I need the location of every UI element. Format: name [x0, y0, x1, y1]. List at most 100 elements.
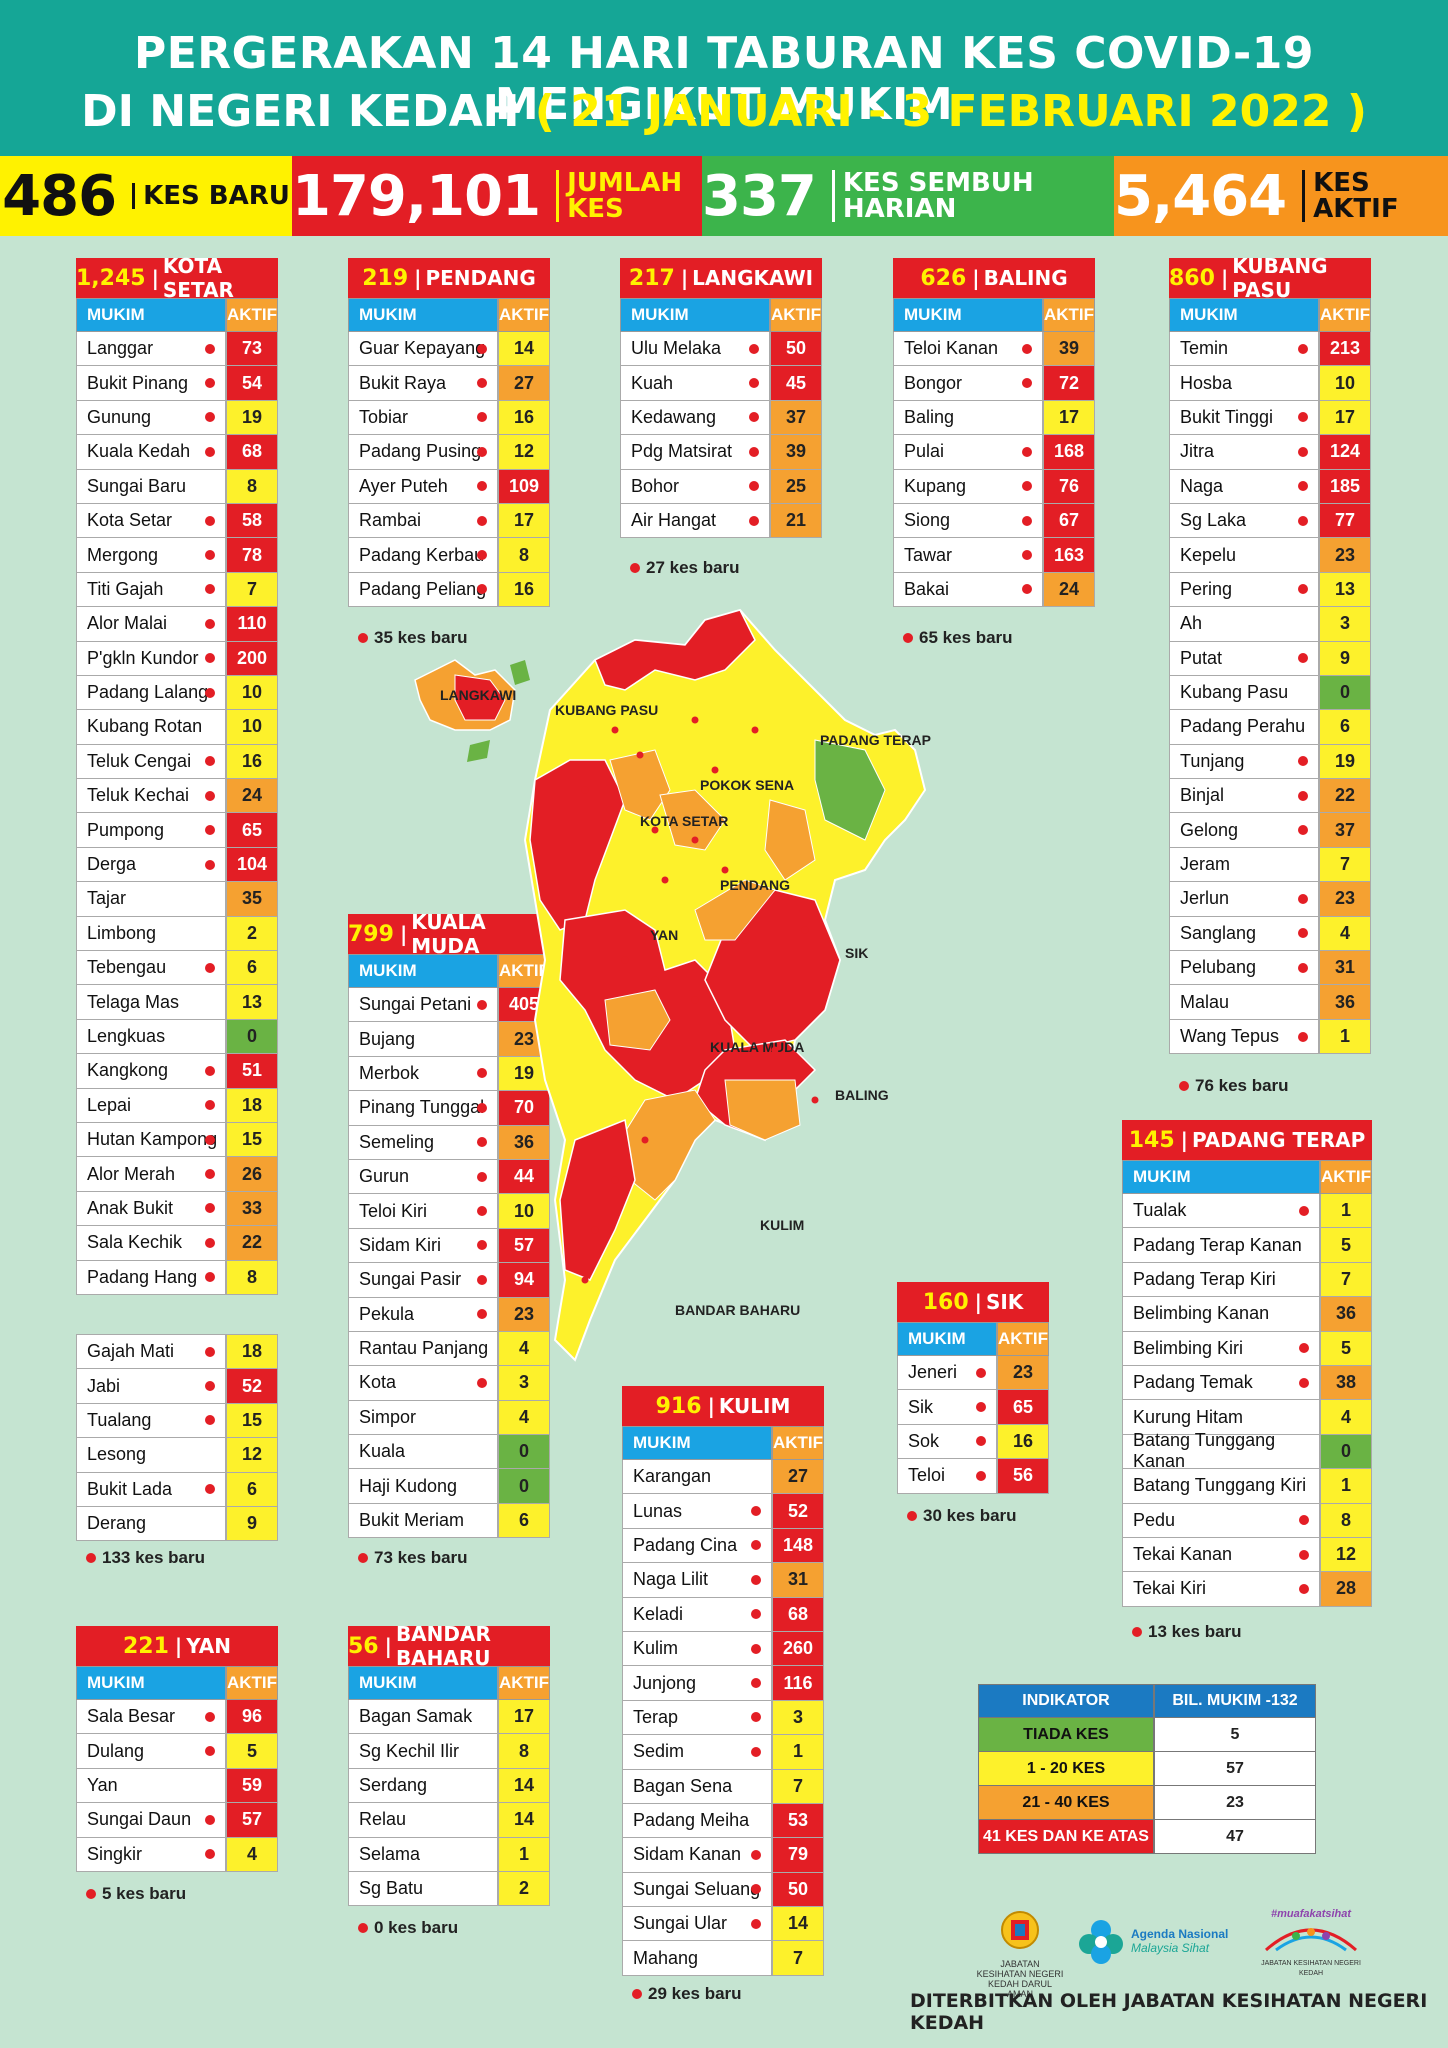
mukim-name-text: Kepelu	[1180, 544, 1237, 565]
mukim-name: Temin	[1169, 332, 1319, 367]
mukim-name: Pedu	[1122, 1503, 1320, 1538]
table-header: MUKIM AKTIF	[348, 954, 550, 988]
new-cases-note: 65 kes baru	[903, 628, 1013, 648]
active-count: 54	[226, 366, 278, 401]
header-aktif: AKTIF	[498, 954, 550, 988]
map-case-dot-icon	[751, 726, 759, 734]
active-count: 5	[226, 1734, 278, 1769]
mukim-name-text: Guar Kepayang	[359, 338, 486, 359]
mukim-name: Ulu Melaka	[620, 332, 770, 367]
mukim-name-text: Limbong	[87, 922, 157, 943]
mukim-name: Gunung	[76, 400, 226, 436]
mukim-name-text: Tajar	[87, 888, 127, 909]
mukim-name: Kuah	[620, 366, 770, 401]
mukim-name: Lesong	[76, 1438, 226, 1473]
mukim-name-text: Haji Kudong	[359, 1475, 458, 1496]
active-count: 23	[997, 1356, 1049, 1391]
map-label-sik: SIK	[845, 945, 868, 961]
mukim-name-text: Telaga Mas	[87, 991, 180, 1012]
active-count: 260	[772, 1631, 824, 1667]
active-count: 1	[1319, 1019, 1371, 1055]
new-case-dot-icon	[205, 1100, 215, 1111]
active-count: 0	[498, 1469, 550, 1504]
new-case-dot-icon	[749, 378, 759, 389]
mukim-name-text: Bakai	[904, 578, 950, 599]
mukim-name: Kuala	[348, 1435, 498, 1470]
mukim-name-text: Kota Setar	[87, 510, 173, 531]
mukim-name: Alor Malai	[76, 607, 226, 642]
mukim-name-text: Padang Perahu	[1180, 716, 1306, 737]
table-row: Binjal 22	[1169, 779, 1371, 814]
table-row: Padang Peliang 16	[348, 572, 550, 608]
district-name: KOTA SETAR	[162, 254, 234, 302]
table-row: Relau 14	[348, 1803, 550, 1838]
active-count: 44	[498, 1159, 550, 1195]
new-cases-text: 133 kes baru	[102, 1548, 206, 1567]
legend-header-count: BIL. MUKIM -132	[1154, 1684, 1316, 1718]
new-case-dot-icon	[1022, 515, 1032, 526]
map-label-yan: YAN	[650, 927, 678, 943]
table-row: Tobiar 16	[348, 400, 550, 436]
mukim-name-text: Siong	[904, 510, 951, 531]
stat-label: KES SEMBUH HARIAN	[831, 170, 1114, 222]
mukim-name: Pelubang	[1169, 951, 1319, 986]
mukim-name: Kedawang	[620, 400, 770, 436]
district-table-yan: 221 | YAN MUKIM AKTIF Sala Besar 96 Dulang 5 Yan 5…	[76, 1626, 278, 1872]
mukim-name-text: Sg Batu	[359, 1878, 424, 1899]
date-range: ( 21 JANUARI - 3 FEBRUARI 2022 )	[534, 86, 1367, 137]
table-row: Mahang 7	[622, 1941, 824, 1976]
active-count: 21	[770, 503, 822, 539]
map-case-dot-icon	[801, 926, 809, 934]
stat-kes-aktif: 5,464 KES AKTIF	[1114, 156, 1448, 236]
new-case-dot-icon	[477, 1309, 487, 1320]
new-cases-text: 30 kes baru	[923, 1506, 1017, 1525]
header-mukim: MUKIM	[620, 298, 770, 332]
legend-count: 47	[1154, 1820, 1316, 1854]
red-dot-icon	[358, 1923, 368, 1933]
district-name: KULIM	[718, 1394, 791, 1418]
mukim-name-text: Ayer Puteh	[359, 475, 448, 496]
table-row: Pelubang 31	[1169, 951, 1371, 986]
mukim-name: Sungai Pasir	[348, 1263, 498, 1298]
mukim-name-text: Padang Kerbau	[359, 544, 485, 565]
active-count: 17	[1043, 400, 1095, 436]
active-count: 104	[226, 847, 278, 883]
mukim-name-text: Sungai Pasir	[359, 1269, 462, 1290]
table-row: Sanglang 4	[1169, 916, 1371, 952]
active-count: 23	[498, 1297, 550, 1332]
map-labels: LANGKAWI KUBANG PASU PADANG TERAP POKOK …	[440, 687, 931, 1318]
new-case-dot-icon	[477, 481, 487, 492]
legend-table: INDIKATOR BIL. MUKIM -132 TIADA KES 5 1 - …	[978, 1684, 1316, 1854]
mukim-name-text: Tobiar	[359, 406, 409, 427]
mukim-name: Wang Tepus	[1169, 1019, 1319, 1055]
district-total: 860	[1169, 265, 1215, 291]
legend-count: 5	[1154, 1718, 1316, 1752]
mukim-name-text: Titi Gajah	[87, 578, 164, 599]
new-cases-text: 76 kes baru	[1195, 1076, 1289, 1095]
new-case-dot-icon	[205, 653, 215, 664]
mukim-name: Bakai	[893, 572, 1043, 608]
table-row: Kedawang 37	[620, 400, 822, 436]
mukim-name-text: Hosba	[1180, 372, 1233, 393]
mukim-name: Batang Tunggang Kiri	[1122, 1469, 1320, 1504]
mukim-name-text: Sedim	[633, 1741, 685, 1762]
mukim-name-text: Junjong	[633, 1672, 697, 1693]
district-total: 217	[628, 265, 675, 291]
mukim-name: Padang Terap Kiri	[1122, 1262, 1320, 1298]
mukim-name-text: Gelong	[1180, 819, 1239, 840]
active-count: 31	[772, 1563, 824, 1598]
mukim-name: Karangan	[622, 1460, 772, 1495]
active-count: 68	[772, 1597, 824, 1632]
active-count: 24	[1043, 572, 1095, 608]
mukim-name-text: Teloi	[908, 1465, 946, 1486]
new-cases-note: 73 kes baru	[358, 1548, 468, 1568]
active-count: 185	[1319, 469, 1371, 504]
active-count: 10	[226, 675, 278, 711]
mukim-name: Pulai	[893, 435, 1043, 470]
mukim-name: Sg Batu	[348, 1871, 498, 1907]
mukim-name: Baling	[893, 400, 1043, 436]
page-subtitle: DI NEGERI KEDAH ( 21 JANUARI - 3 FEBRUAR…	[0, 86, 1448, 137]
new-case-dot-icon	[477, 1274, 487, 1285]
legend-count: 57	[1154, 1752, 1316, 1786]
district-total: 916	[655, 1393, 702, 1419]
